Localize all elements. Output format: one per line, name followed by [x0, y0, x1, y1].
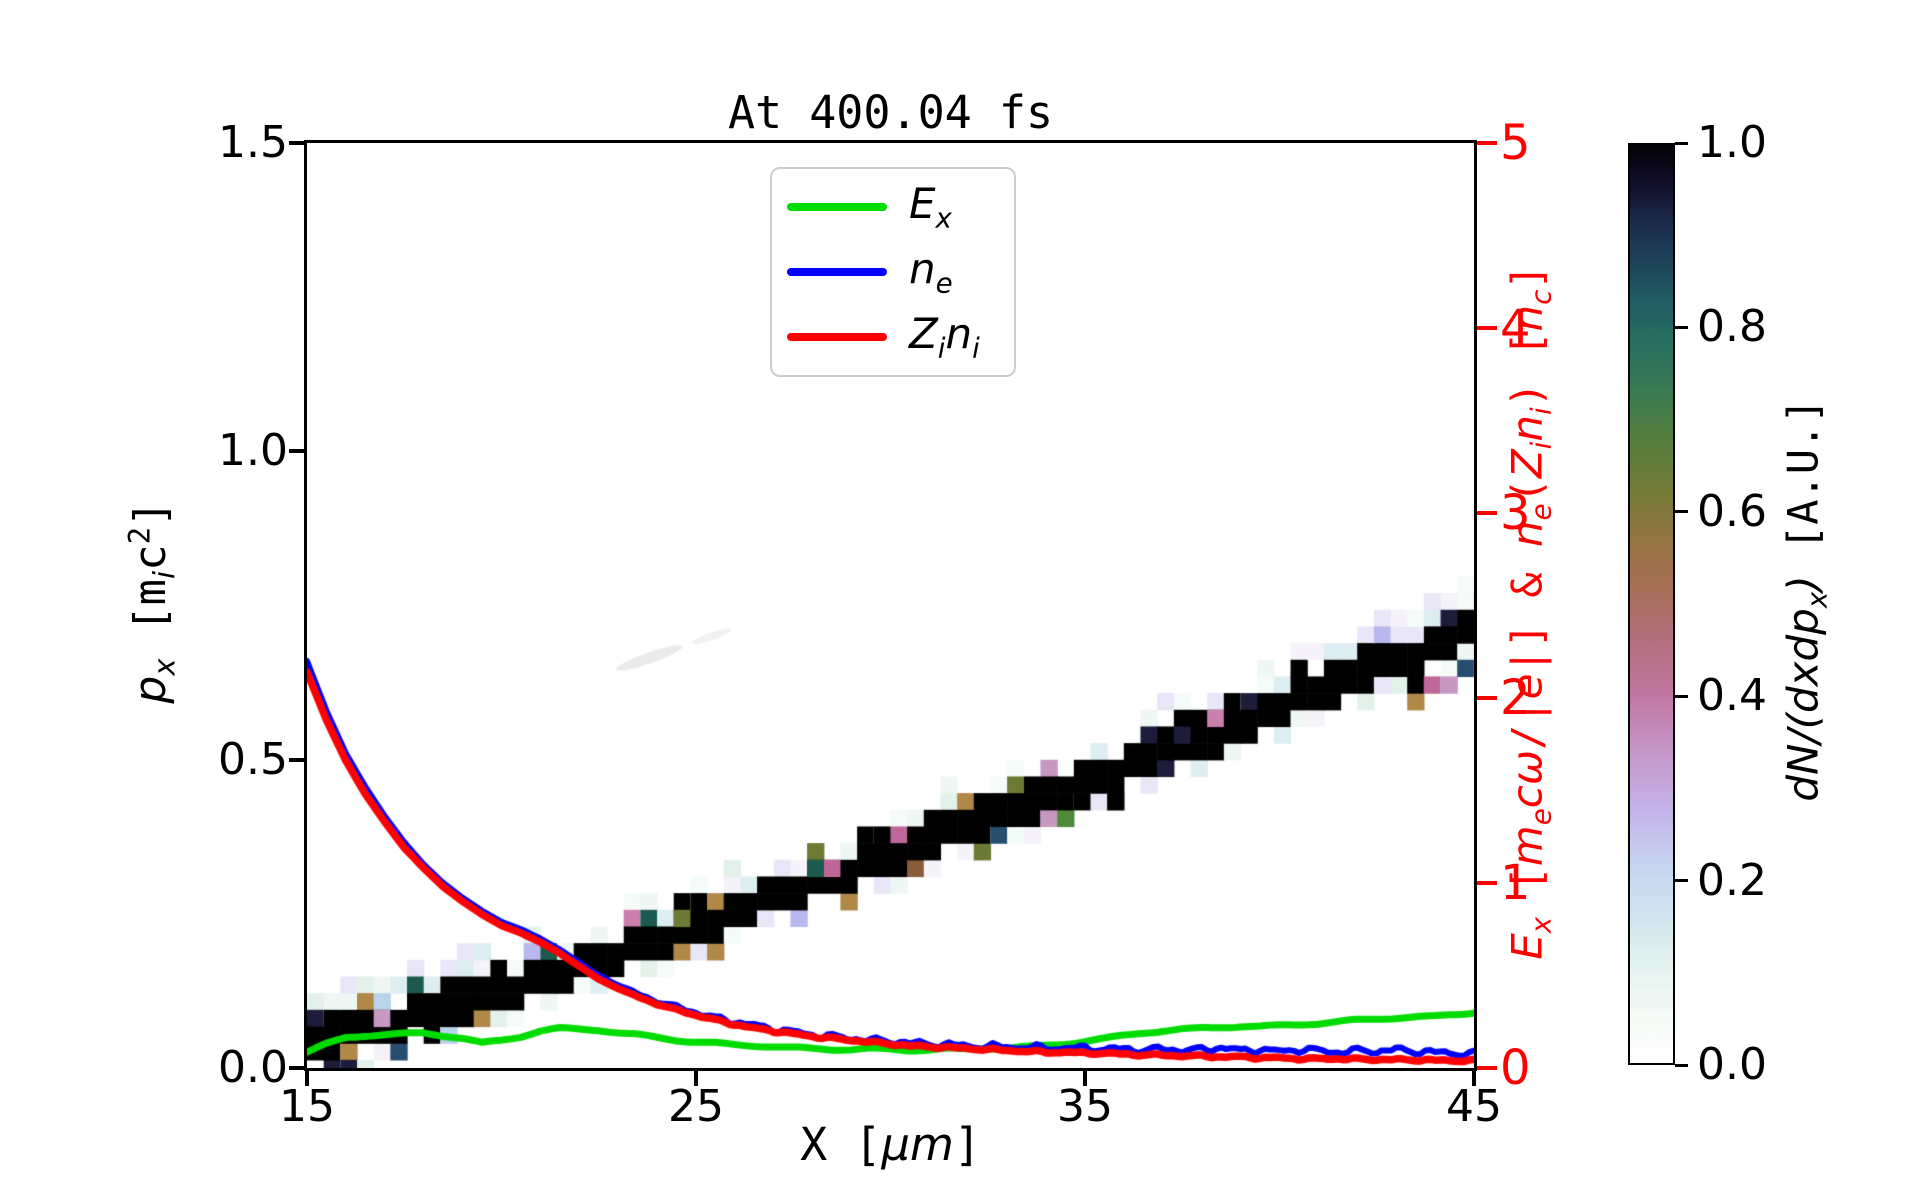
y-right-tick-mark [1477, 326, 1497, 330]
label-part: μm [881, 1118, 954, 1171]
legend-item-Ex[interactable]: Ex [787, 179, 952, 235]
label-part: ] [124, 500, 176, 527]
y-right-tick-mark [1477, 696, 1497, 700]
label-part: n [945, 309, 973, 359]
label-part: n [1502, 415, 1552, 442]
label-part: p [124, 675, 176, 704]
y-right-tick-label: 2 [1500, 670, 1531, 726]
y-left-tick-mark [289, 757, 307, 762]
label-part: E [1502, 933, 1552, 960]
y-left-tick-mark [289, 141, 307, 145]
x-tick-mark [694, 1068, 698, 1086]
colorbar-tick-mark [1675, 325, 1688, 329]
legend-label: Ex [909, 179, 952, 234]
y-right-tick-label: 5 [1500, 115, 1531, 171]
colorbar-tick-label: 0.6 [1697, 485, 1767, 537]
colorbar-tick-mark [1675, 510, 1688, 514]
x-tick-label: 35 [1057, 1081, 1113, 1132]
plot-area-border [304, 140, 1477, 1071]
label-part: c [124, 544, 176, 571]
y-left-tick-label: 0.0 [218, 1042, 288, 1093]
label-part: E [909, 179, 936, 229]
y-axis-label-left: px [mic2] [122, 500, 181, 703]
label-part: x [935, 201, 952, 235]
x-axis-label: X [μm] [307, 1118, 1474, 1171]
label-part: i [937, 331, 946, 365]
y-left-tick-label: 1.0 [218, 425, 288, 477]
label-part: ] [953, 1118, 981, 1171]
legend-item-Zini[interactable]: Zini [787, 309, 980, 365]
label-part: x [1524, 916, 1558, 934]
label-part: X [ [800, 1118, 882, 1171]
y-left-tick-label: 1.5 [218, 117, 288, 168]
colorbar-tick-label: 1.0 [1697, 117, 1767, 168]
label-part: e [1524, 808, 1558, 826]
legend-line-swatch [787, 203, 887, 211]
y-left-tick-label: 0.5 [218, 733, 288, 785]
label-part: Z [1502, 449, 1552, 479]
y-right-tick-mark [1477, 141, 1497, 145]
colorbar-tick-mark [1675, 694, 1688, 698]
colorbar-tick-mark [1675, 1063, 1688, 1067]
colorbar-tick-label: 0.4 [1697, 670, 1767, 722]
label-part: |] & [1502, 547, 1552, 674]
colorbar-tick-mark [1675, 141, 1688, 145]
label-part: dxdp [1778, 608, 1828, 714]
colorbar-tick-label: 0.2 [1697, 854, 1767, 906]
x-tick-mark [305, 1068, 309, 1086]
x-tick-label: 15 [279, 1081, 335, 1132]
y-right-tick-mark [1477, 1066, 1497, 1070]
label-part: cω [1502, 749, 1552, 809]
colorbar-label: dN/(dxdpx) [A.U.] [1778, 398, 1833, 801]
label-part: ] [1502, 264, 1552, 290]
label-part: n [909, 244, 936, 294]
label-part: i [147, 570, 182, 579]
y-left-tick-mark [289, 449, 307, 454]
x-tick-label: 45 [1446, 1081, 1502, 1132]
legend-label: ne [909, 244, 953, 299]
colorbar-tick-label: 0.0 [1697, 1039, 1767, 1090]
colorbar [1628, 143, 1675, 1065]
label-part: dN [1778, 743, 1828, 802]
y-right-tick-mark [1477, 881, 1497, 885]
plot-title: At 400.04 fs [727, 86, 1054, 139]
colorbar-tick-mark [1675, 879, 1688, 883]
label-part: e [935, 266, 953, 300]
y-left-tick-mark [289, 1066, 307, 1070]
y-right-tick-label: 0 [1500, 1040, 1531, 1096]
label-part: i [972, 331, 980, 365]
label-part: ) [1778, 575, 1828, 592]
label-part: [m [124, 578, 176, 659]
legend-label: Zini [909, 309, 980, 364]
x-tick-label: 25 [668, 1081, 724, 1132]
label-part: x [1800, 591, 1834, 609]
x-tick-mark [1083, 1068, 1087, 1086]
legend: Ex ne Zini [770, 167, 1016, 377]
y-right-tick-label: 4 [1500, 300, 1531, 356]
label-part: Z [909, 309, 938, 359]
label-part: i [1524, 441, 1558, 450]
label-part: [A.U.] [1778, 398, 1828, 576]
label-part: /( [1778, 713, 1828, 744]
label-part: 2 [122, 526, 157, 545]
y-right-tick-mark [1477, 511, 1497, 515]
label-part: x [147, 658, 182, 676]
legend-line-swatch [787, 268, 887, 276]
x-tick-mark [1472, 1068, 1476, 1086]
y-right-tick-label: 3 [1500, 485, 1531, 541]
label-part: i [1524, 407, 1558, 415]
y-right-tick-label: 1 [1500, 855, 1531, 911]
legend-item-ne[interactable]: ne [787, 244, 953, 300]
colorbar-tick-label: 0.8 [1697, 301, 1767, 353]
legend-line-swatch [787, 333, 887, 341]
